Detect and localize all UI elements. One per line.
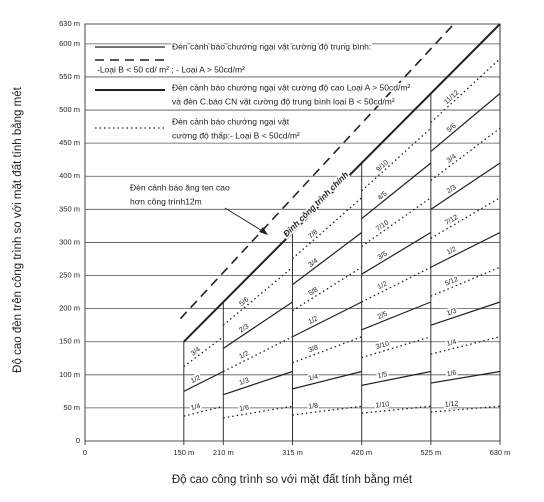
fraction-label: 1/6 <box>446 370 457 379</box>
fraction-label: 3/5 <box>377 250 389 261</box>
fraction-label: 1/6 <box>239 404 250 413</box>
fraction-line <box>430 58 501 123</box>
fraction-line <box>430 197 501 239</box>
fraction-line <box>223 370 293 396</box>
annotation-arrow <box>224 207 265 233</box>
fraction-line <box>430 266 501 297</box>
fraction-line <box>361 336 432 359</box>
annotation: Đèn cảnh báo ăng ten cao <box>130 182 230 192</box>
fraction-line <box>430 405 501 413</box>
legend-label: Đèn cảnh báo chướng ngại vật <box>172 116 290 126</box>
fraction-line <box>292 336 362 364</box>
fraction-line <box>361 405 431 414</box>
fraction-label: 7/12 <box>444 214 459 227</box>
x-tick-label: 630 m <box>490 448 511 457</box>
fraction-label: 7/8 <box>308 229 320 241</box>
fraction-label: 1/12 <box>445 401 459 409</box>
fraction-line <box>430 301 501 326</box>
fraction-line <box>430 370 501 384</box>
fraction-line <box>292 197 363 260</box>
fraction-label: 1/4 <box>190 403 201 412</box>
legend-label: cường độ thấp:- Loại B < 50cd/m² <box>172 130 300 140</box>
fraction-line <box>183 370 224 392</box>
fraction-label: 5/12 <box>444 276 459 288</box>
fraction-label: 1/8 <box>308 403 319 411</box>
series-line <box>183 23 501 343</box>
y-tick-label: 500 m <box>59 105 80 114</box>
y-tick-label: 550 m <box>59 72 80 81</box>
x-tick-label: 210 m <box>213 448 234 457</box>
y-tick-label: 100 m <box>59 370 80 379</box>
fraction-label: 2/3 <box>238 323 250 334</box>
fraction-line <box>430 231 501 268</box>
x-tick-label: 525 m <box>420 448 441 457</box>
x-tick-label: 150 m <box>173 448 194 457</box>
y-axis-title: Độ cao đèn trên công trình so với mặt đấ… <box>11 86 24 372</box>
fraction-line <box>361 231 432 275</box>
fraction-label: 5/6 <box>446 122 458 134</box>
fraction-label: 1/10 <box>375 401 389 409</box>
y-tick-label: 250 m <box>59 271 80 280</box>
fraction-label: 7/10 <box>375 219 390 233</box>
fraction-line <box>361 162 432 220</box>
fraction-line <box>292 266 363 312</box>
fraction-label: 1/4 <box>446 339 457 348</box>
fraction-label: 5/6 <box>238 296 250 308</box>
legend-label: Đèn cảnh báo chướng ngại vật cường độ ca… <box>172 82 410 92</box>
fraction-label: 3/4 <box>307 257 319 269</box>
legend-label: và đèn C.báo CN vật cường độ trung bình … <box>172 96 395 106</box>
fraction-label: 1/3 <box>446 308 458 318</box>
fraction-line <box>430 127 501 181</box>
y-tick-label: 400 m <box>59 171 80 180</box>
y-tick-label: 450 m <box>59 138 80 147</box>
y-tick-label: 630 m <box>59 19 80 28</box>
fraction-line <box>361 127 432 192</box>
fraction-label: 2/3 <box>446 184 458 195</box>
annotation-arrowhead <box>259 227 268 235</box>
legend-label: Đèn cảnh báo chướng ngại vật cường độ tr… <box>172 41 371 51</box>
fraction-label: 5/8 <box>307 286 319 297</box>
annotation: hơn công trình12m <box>130 196 202 206</box>
y-tick-label: 50 m <box>63 403 80 412</box>
series-label: Đỉnh công trình chính <box>281 170 350 239</box>
series-line <box>179 23 455 320</box>
x-tick-label: 420 m <box>351 448 372 457</box>
y-tick-label: 300 m <box>59 237 80 246</box>
fraction-line <box>361 197 432 247</box>
fraction-label: 9/10 <box>375 159 390 173</box>
y-tick-label: 350 m <box>59 204 80 213</box>
y-tick-label: 600 m <box>59 39 80 48</box>
x-tick-label: 0 <box>83 448 87 457</box>
y-tick-label: 150 m <box>59 337 80 346</box>
fraction-line <box>292 370 362 390</box>
fraction-label: 3/4 <box>446 153 458 165</box>
fraction-line <box>183 336 224 368</box>
legend-label: -Loại B < 50 cd/ m² ; - Loại A > 50cd/m² <box>97 64 245 74</box>
fraction-line <box>430 336 501 355</box>
x-tick-label: 315 m <box>282 448 303 457</box>
fraction-line <box>430 162 501 210</box>
fraction-line <box>430 93 501 152</box>
fraction-label: 1/5 <box>377 371 388 380</box>
fraction-label: 1/4 <box>308 373 319 382</box>
fraction-line <box>361 301 432 331</box>
y-tick-label: 0 <box>76 436 80 445</box>
fraction-line <box>361 266 432 303</box>
x-axis-title: Độ cao công trình so với mặt đất tính bằ… <box>172 473 413 486</box>
fraction-label: 3/4 <box>190 346 202 358</box>
fraction-label: 4/5 <box>377 190 389 202</box>
fraction-line <box>222 301 293 349</box>
fraction-label: 1/3 <box>238 377 250 387</box>
y-tick-label: 200 m <box>59 304 80 313</box>
fraction-line <box>292 232 363 286</box>
fraction-line <box>222 266 293 326</box>
fraction-line <box>361 370 431 386</box>
fraction-label: 3/8 <box>308 344 320 354</box>
fraction-line <box>292 301 362 338</box>
